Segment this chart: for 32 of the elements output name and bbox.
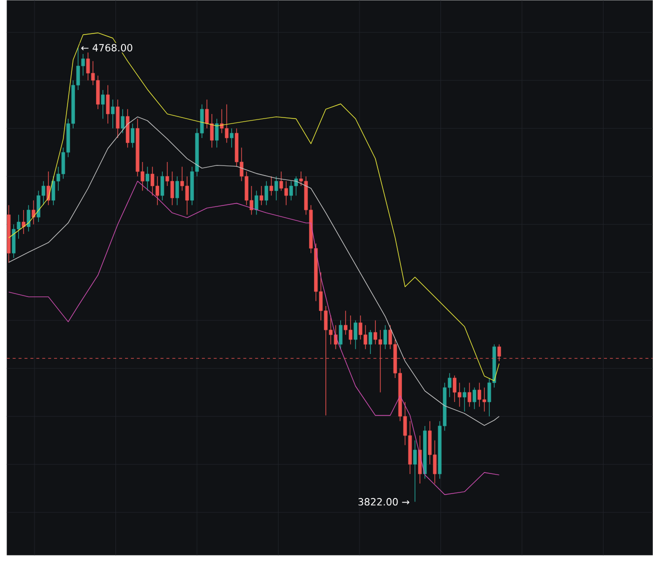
candlestick: [106, 84, 110, 124]
candlestick: [160, 171, 164, 201]
candlestick: [230, 128, 234, 148]
candlestick: [368, 330, 372, 354]
candlestick: [260, 186, 264, 206]
candlestick: [22, 210, 26, 234]
candlestick: [26, 204, 30, 232]
candlestick: [146, 166, 150, 192]
annotation: 3822.00 →: [358, 498, 410, 506]
candlestick: [32, 200, 36, 225]
candlestick: [120, 108, 124, 134]
candlestick: [254, 190, 258, 216]
candlestick: [468, 382, 472, 408]
candlestick: [130, 123, 134, 148]
candlestick: [111, 99, 115, 129]
candlestick: [338, 320, 342, 350]
candlestick: [472, 387, 476, 410]
candlestick: [354, 320, 358, 350]
candlestick: [101, 90, 105, 120]
candlestick: [116, 99, 120, 138]
candlestick: [418, 435, 422, 484]
candlestick: [274, 176, 278, 201]
candlestick: [413, 440, 417, 502]
annotation: ← 4768.00: [81, 44, 132, 52]
candlestick: [497, 344, 501, 362]
candlestick: [46, 171, 50, 206]
candlestick: [264, 180, 268, 206]
candlestick: [462, 387, 466, 412]
candlestick: [270, 176, 274, 196]
candlestick: [383, 324, 388, 350]
candlestick: [215, 118, 219, 148]
candlestick: [175, 176, 179, 206]
